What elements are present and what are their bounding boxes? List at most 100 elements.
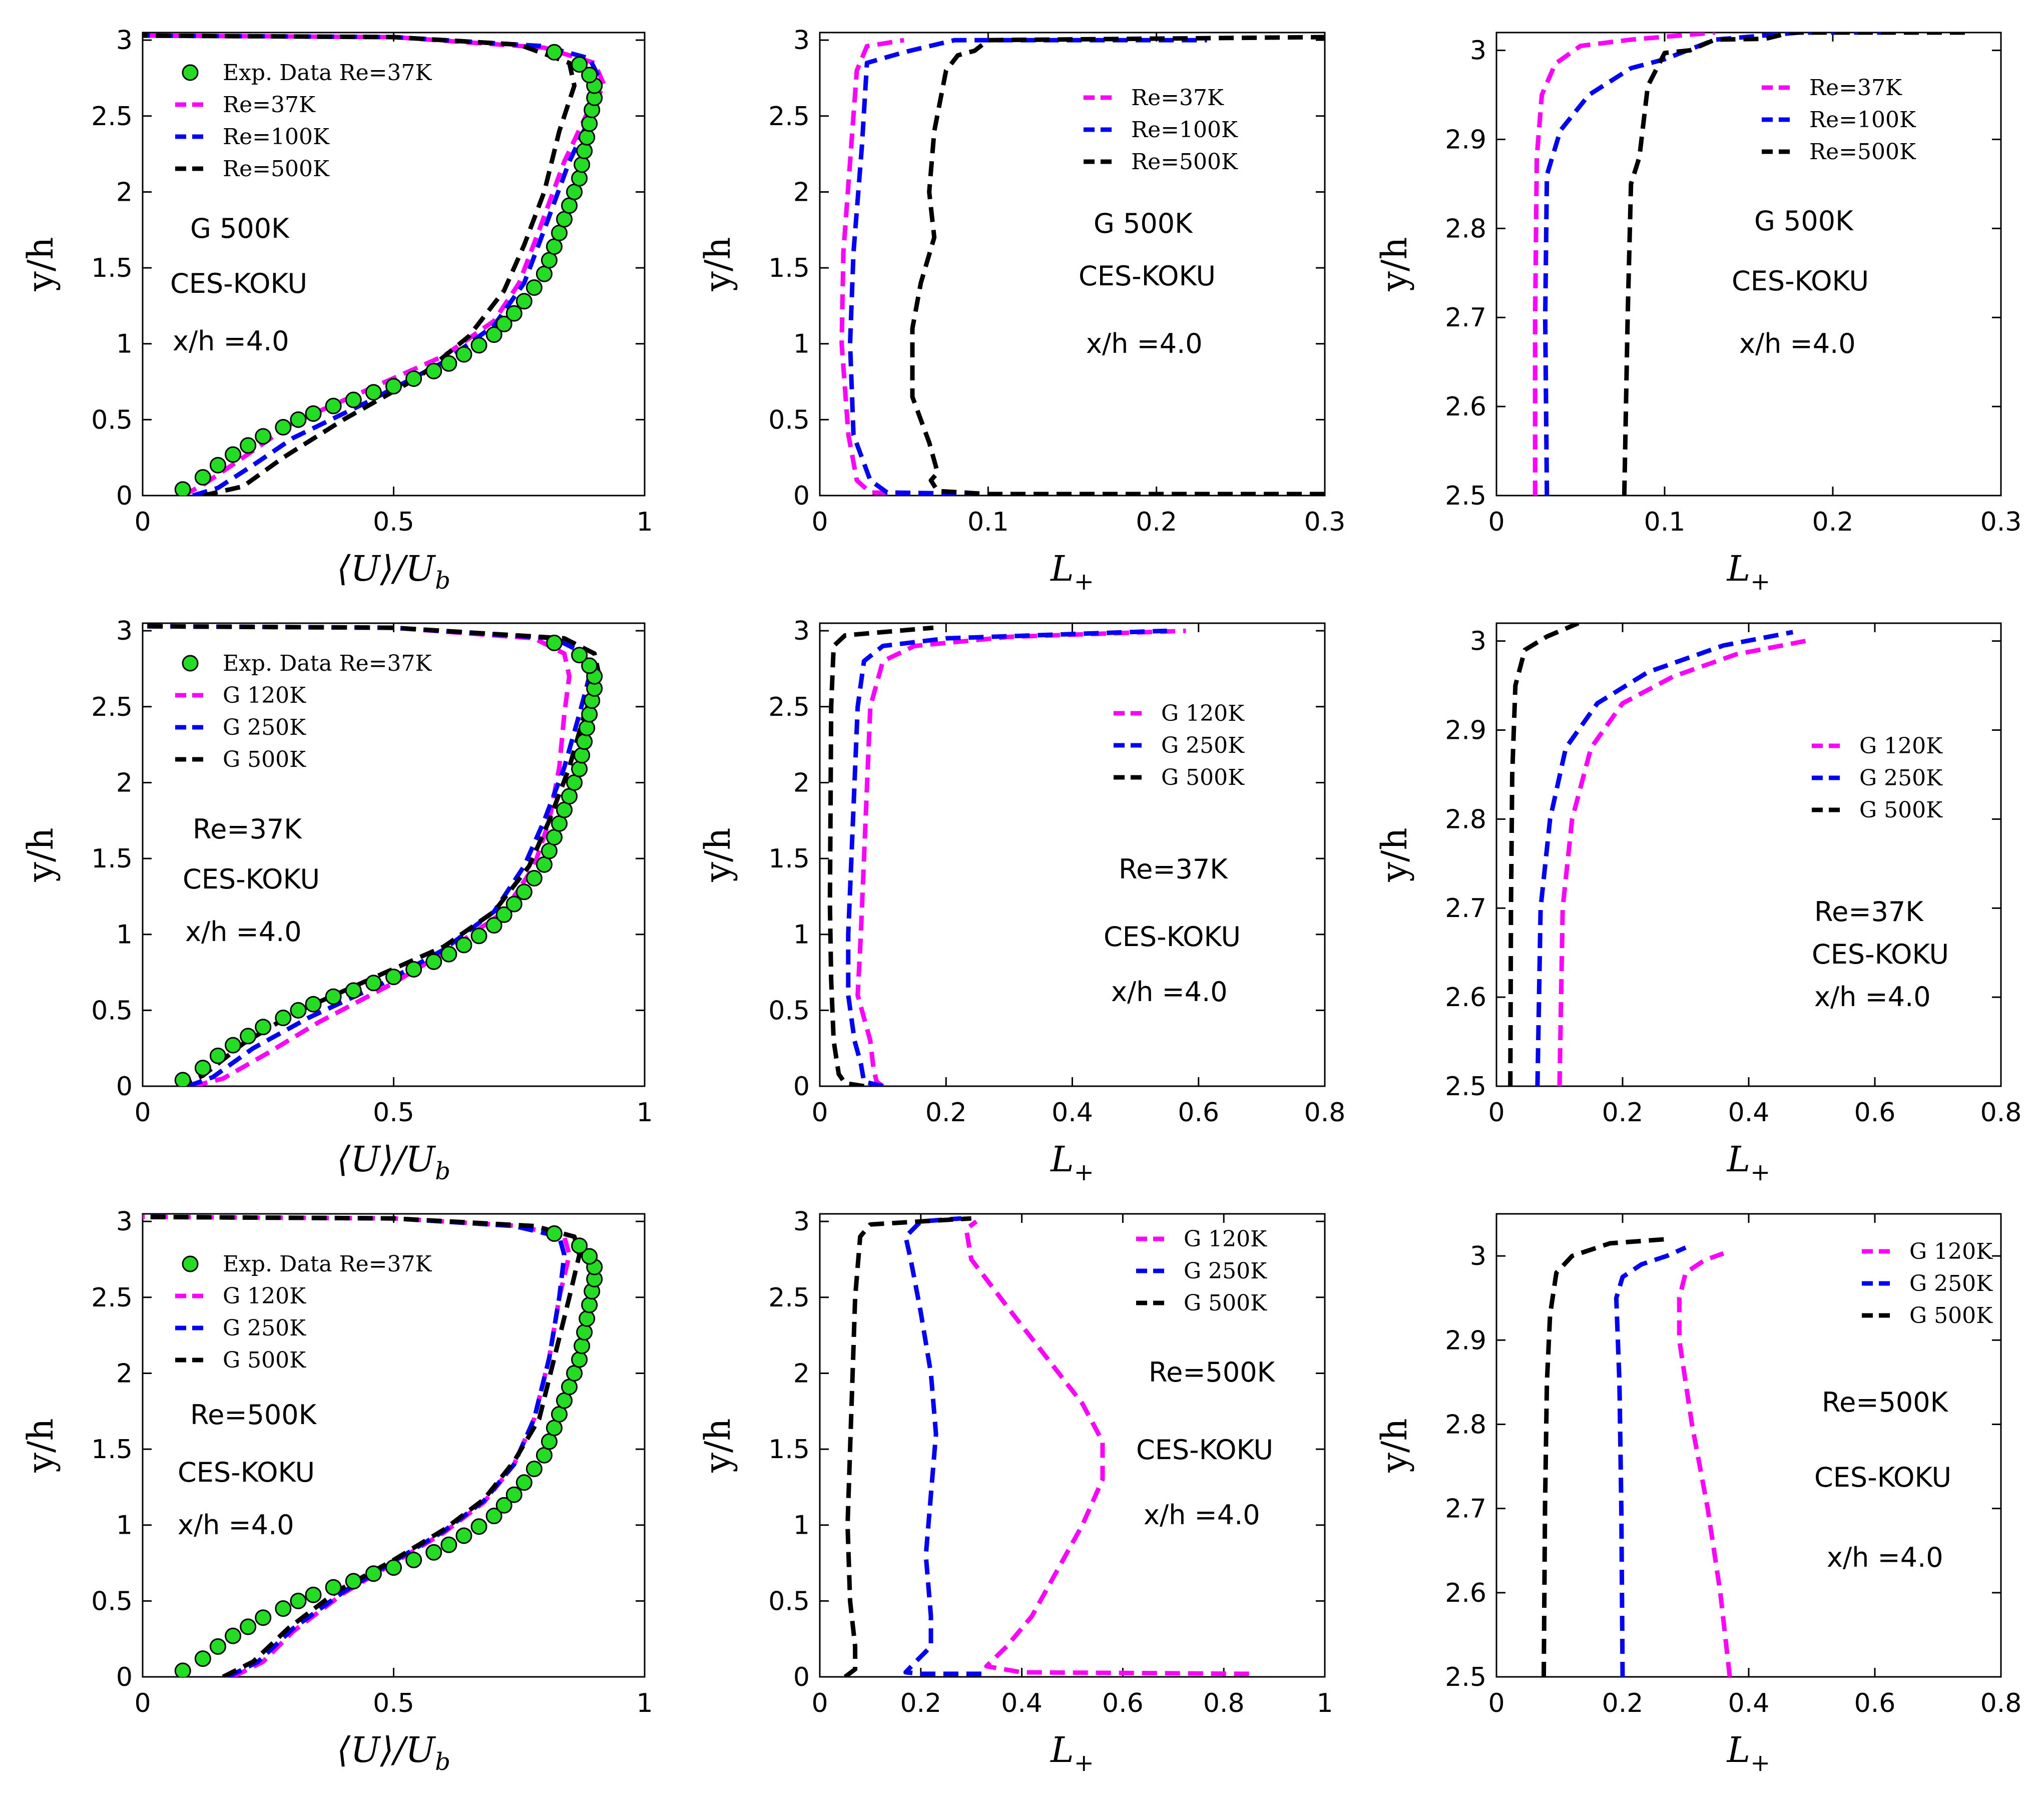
y-tick-label: 2.9: [1445, 125, 1486, 155]
exp-data-point: [365, 975, 382, 992]
x-tick-label: 0: [811, 507, 828, 537]
series-group: [839, 35, 1325, 496]
x-axis-title: ⟨U⟩/Ub: [337, 548, 450, 595]
annotation-text: CES-KOKU: [1136, 1434, 1273, 1466]
exp-data-point: [505, 1486, 523, 1503]
annotation-text: Re=500K: [1822, 1387, 1949, 1418]
x-tick-label: 0.4: [1728, 1098, 1770, 1128]
x-tick-label: 1: [1316, 1688, 1333, 1718]
exp-data-point: [574, 156, 591, 173]
annotation-text: x/h =4.0: [1111, 976, 1228, 1008]
exp-data-point: [174, 1662, 191, 1677]
annotation-text: x/h =4.0: [1814, 981, 1931, 1013]
exp-data-point: [440, 946, 457, 963]
y-tick-label: 3: [116, 26, 133, 56]
x-tick-label: 0.4: [1001, 1688, 1043, 1718]
exp-data-point: [581, 1248, 598, 1265]
annotation-text: CES-KOKU: [1732, 265, 1869, 297]
annotation-text: CES-KOKU: [178, 1457, 315, 1488]
annotation-text: x/h =4.0: [1086, 328, 1203, 359]
y-tick-label: 0: [793, 481, 810, 511]
y-tick-label: 3: [116, 616, 133, 646]
annotation-text: CES-KOKU: [1079, 260, 1216, 292]
series-line-g-250k: [143, 1214, 567, 1677]
legend: Re=37K Re=100K Re=500K: [1084, 85, 1238, 175]
y-tick-label: 2.9: [1445, 1325, 1486, 1356]
x-tick-label: 1: [636, 507, 653, 537]
x-axis-title: L+: [1050, 548, 1094, 596]
x-tick-label: 0.8: [1304, 1098, 1346, 1128]
exp-data-point: [305, 996, 322, 1013]
annotation-text: x/h =4.0: [1827, 1542, 1943, 1573]
exp-data-point: [345, 391, 362, 408]
x-tick-label: 0.8: [1980, 1688, 2022, 1718]
y-tick-label: 1: [116, 1511, 133, 1541]
annotation-text: Re=37K: [193, 813, 302, 845]
x-axis-title: L+: [1726, 1139, 1771, 1186]
exp-data-point: [194, 1650, 211, 1667]
x-tick-label: 0.6: [1854, 1688, 1896, 1718]
legend-entry: Re=37K: [1131, 85, 1224, 111]
exp-data-point: [505, 305, 523, 322]
chart-panel-p13: 0 0.1 0.2 0.32.52.62.72.82.93L+y/hRe=37KRe=…: [1374, 32, 2021, 596]
y-axis-title: y/h: [697, 237, 738, 291]
series-line-g-500k: [843, 1216, 971, 1677]
exp-data-point: [546, 1420, 563, 1437]
x-axis-title: ⟨U⟩/Ub: [337, 1139, 450, 1185]
y-tick-label: 0.5: [91, 405, 133, 435]
chart-panel-p21: 0 0.5 1 0 0.5 1 1.5 2 2.5 3 ⟨U⟩/Ub y/h Exp. Data Re=…: [20, 616, 653, 1185]
exp-data-point: [546, 44, 563, 61]
exp-data-point: [275, 419, 292, 436]
exp-data-point: [240, 1028, 257, 1045]
exp-data-point: [365, 384, 382, 401]
x-tick-label: 0: [134, 507, 151, 537]
y-tick-label: 0.5: [768, 405, 810, 435]
exp-data-point: [581, 657, 598, 674]
legend-entry: G 250K: [223, 1315, 306, 1341]
series-group: [1508, 623, 1806, 1086]
series-group: [1542, 1237, 1732, 1677]
y-tick-label: 1.5: [91, 253, 133, 283]
exp-data-point: [209, 1047, 226, 1064]
annotation-text: G 500K: [1094, 208, 1193, 239]
x-tick-label: 0.1: [967, 507, 1009, 537]
y-tick-label: 1: [793, 920, 810, 950]
legend-entry: G 120K: [1161, 701, 1245, 726]
exp-data-point: [325, 1579, 342, 1596]
x-axis-title: L+: [1726, 548, 1771, 596]
exp-data-point: [305, 1586, 322, 1603]
legend-entry: G 120K: [223, 683, 306, 708]
legend-entry: Re=37K: [1809, 75, 1902, 101]
series-group: [1532, 33, 1967, 496]
y-axis-title: y/h: [1374, 237, 1415, 291]
exp-data-point: [571, 760, 588, 777]
annotation-text: Re=500K: [190, 1399, 317, 1431]
y-tick-label: 2: [116, 177, 133, 207]
y-tick-label: 2: [793, 768, 810, 798]
exp-data-point: [516, 293, 533, 310]
exp-data-point: [576, 143, 593, 160]
exp-data-point: [255, 1019, 272, 1036]
exp-data-point: [579, 1310, 596, 1327]
x-tick-label: 0: [1488, 1098, 1504, 1128]
series-line-re-500k: [143, 33, 577, 496]
legend-entry: Exp. Data Re=37K: [223, 1251, 432, 1277]
x-tick-label: 0: [811, 1098, 828, 1128]
y-tick-label: 2.8: [1445, 1410, 1486, 1440]
y-tick-label: 1.5: [768, 253, 810, 283]
series-line-g-500k: [1508, 623, 1580, 1086]
series-line-g-250k: [1535, 630, 1794, 1086]
exp-data-point: [225, 1627, 242, 1644]
y-tick-label: 2.6: [1445, 1578, 1486, 1608]
x-axis-title: L+: [1726, 1729, 1771, 1777]
exp-data-point: [561, 1379, 578, 1396]
annotation-text: CES-KOKU: [1812, 939, 1949, 970]
legend: G 120K G 250K G 500K: [1862, 1239, 1993, 1328]
exp-data-point: [385, 1559, 402, 1576]
y-tick-label: 2.5: [1445, 481, 1486, 511]
series-group: [143, 1214, 603, 1677]
exp-data-point: [440, 1536, 457, 1553]
x-tick-label: 1: [636, 1098, 653, 1128]
y-axis-title: y/h: [697, 827, 738, 882]
